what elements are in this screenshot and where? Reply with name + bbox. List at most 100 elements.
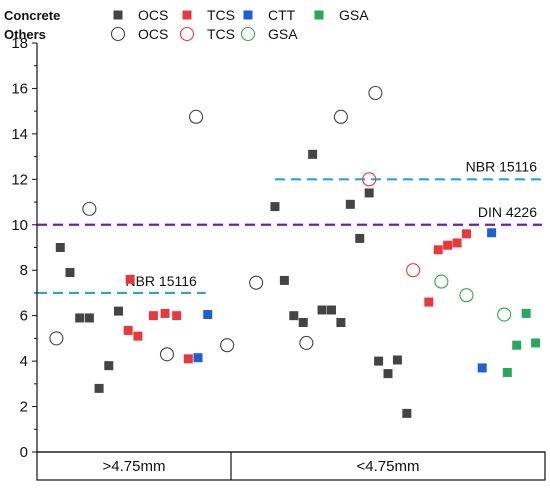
series-group <box>434 274 512 322</box>
data-point <box>434 274 449 289</box>
data-point <box>160 308 170 318</box>
legend-marker <box>314 10 324 20</box>
data-point <box>193 353 203 363</box>
data-point <box>326 305 336 315</box>
y-tick-label: 12 <box>11 171 28 188</box>
y-tick-label: 18 <box>11 35 28 52</box>
y-tick-label: 4 <box>20 353 28 370</box>
data-point <box>220 338 235 353</box>
data-point <box>512 340 522 350</box>
data-point <box>487 228 497 238</box>
y-tick-label: 8 <box>20 262 28 279</box>
data-point <box>299 335 314 350</box>
data-point <box>148 311 158 321</box>
legend: Concrete OCS TCS CTT GSA Others OCS TCS GSA <box>4 7 369 42</box>
data-point <box>392 355 402 365</box>
data-point <box>82 201 97 216</box>
data-point <box>424 297 434 307</box>
legend-marker <box>243 10 253 20</box>
reference-line-label: NBR 15116 <box>125 273 197 289</box>
y-tick-label: 2 <box>20 399 28 416</box>
reference-line-label: NBR 15116 <box>466 158 538 174</box>
legend-entry-label: OCS <box>138 26 168 42</box>
data-point <box>368 85 383 101</box>
reference-line-label: DIN 4226 <box>478 204 537 220</box>
data-point <box>183 354 193 364</box>
reference-lines: NBR 15116 NBR 15116 DIN 4226 <box>37 158 542 295</box>
data-point <box>374 356 384 366</box>
legend-marker <box>110 26 126 42</box>
data-point <box>104 361 114 371</box>
data-point <box>502 367 512 377</box>
data-point <box>270 202 280 212</box>
data-point <box>317 305 327 315</box>
data-point <box>333 109 348 124</box>
legend-entry-label: OCS <box>138 7 168 23</box>
y-tick-label: 10 <box>11 217 28 234</box>
data-point <box>345 199 355 209</box>
y-tick-label: 14 <box>11 126 28 143</box>
series-group <box>123 229 471 364</box>
data-point <box>521 308 531 318</box>
data-point <box>477 363 487 373</box>
data-point <box>49 331 64 346</box>
data-point <box>433 245 443 255</box>
data-point <box>123 325 133 335</box>
data-point <box>459 288 474 303</box>
data-point <box>402 408 412 418</box>
data-point <box>159 347 175 362</box>
data-point <box>75 313 85 323</box>
data-point <box>279 275 289 285</box>
data-point <box>189 109 204 124</box>
series-group <box>362 172 421 278</box>
data-point <box>94 383 104 393</box>
legend-entry-label: GSA <box>339 7 369 23</box>
data-point <box>443 240 453 250</box>
legend-marker <box>182 10 192 20</box>
data-point <box>383 369 393 379</box>
legend-marker <box>240 26 256 42</box>
data-points <box>49 85 541 418</box>
y-tick-label: 6 <box>20 308 28 325</box>
data-point <box>298 317 308 327</box>
data-point <box>336 317 346 327</box>
data-point <box>55 243 65 252</box>
series-group <box>193 228 497 373</box>
series-group <box>49 85 383 362</box>
legend-entry-label: TCS <box>207 7 235 23</box>
legend-marker <box>113 10 123 20</box>
legend-marker <box>179 26 195 42</box>
data-point <box>308 149 318 159</box>
legend-entry-label: CTT <box>268 7 296 23</box>
data-point <box>84 313 94 323</box>
data-point <box>65 267 75 277</box>
y-tick-label: 16 <box>11 80 28 97</box>
data-point <box>406 263 421 278</box>
category-label: >4.75mm <box>103 458 166 475</box>
data-point <box>462 229 471 239</box>
legend-row-label: Concrete <box>4 8 60 23</box>
data-point <box>133 331 143 341</box>
data-point <box>362 172 377 187</box>
data-point <box>172 311 182 321</box>
legend-row-label: Others <box>4 27 46 42</box>
data-point <box>452 238 462 248</box>
data-point <box>249 275 264 290</box>
data-point <box>355 233 365 243</box>
data-point <box>289 311 299 321</box>
data-point <box>113 306 123 316</box>
series-group <box>502 308 541 377</box>
series-group <box>55 149 412 418</box>
data-point <box>203 310 213 320</box>
axes: 0 2 4 6 8 10 12 14 16 18 >4.75mm <4.75mm <box>11 35 546 481</box>
legend-entry-label: TCS <box>207 26 235 42</box>
legend-entry-label: GSA <box>268 26 298 42</box>
data-point <box>364 188 374 198</box>
category-label: <4.75mm <box>357 458 420 475</box>
y-tick-label: 0 <box>20 444 28 461</box>
data-point <box>125 274 135 284</box>
data-point <box>497 307 512 322</box>
category-box <box>36 451 546 481</box>
